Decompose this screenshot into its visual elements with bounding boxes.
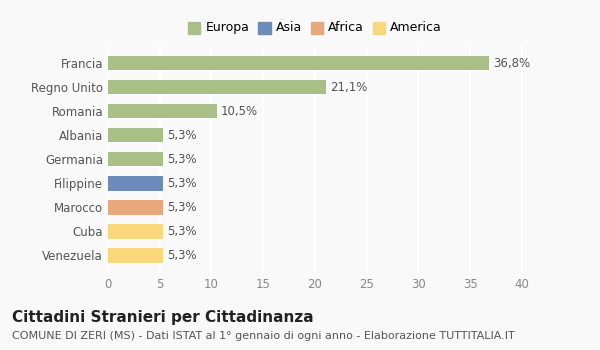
Text: 5,3%: 5,3% xyxy=(167,249,197,262)
Bar xyxy=(108,176,163,190)
Bar xyxy=(108,56,489,70)
Bar xyxy=(108,224,163,239)
Text: 10,5%: 10,5% xyxy=(221,105,258,118)
Text: 36,8%: 36,8% xyxy=(493,57,530,70)
Legend: Europa, Asia, Africa, America: Europa, Asia, Africa, America xyxy=(184,18,446,38)
Bar xyxy=(108,80,326,94)
Text: 5,3%: 5,3% xyxy=(167,225,197,238)
Text: Cittadini Stranieri per Cittadinanza: Cittadini Stranieri per Cittadinanza xyxy=(12,310,314,325)
Text: 21,1%: 21,1% xyxy=(331,80,368,93)
Bar xyxy=(108,248,163,262)
Text: 5,3%: 5,3% xyxy=(167,177,197,190)
Bar xyxy=(108,200,163,215)
Bar xyxy=(108,152,163,167)
Text: 5,3%: 5,3% xyxy=(167,201,197,214)
Text: 5,3%: 5,3% xyxy=(167,129,197,142)
Text: 5,3%: 5,3% xyxy=(167,153,197,166)
Bar xyxy=(108,128,163,142)
Bar xyxy=(108,104,217,118)
Text: COMUNE DI ZERI (MS) - Dati ISTAT al 1° gennaio di ogni anno - Elaborazione TUTTI: COMUNE DI ZERI (MS) - Dati ISTAT al 1° g… xyxy=(12,331,515,341)
